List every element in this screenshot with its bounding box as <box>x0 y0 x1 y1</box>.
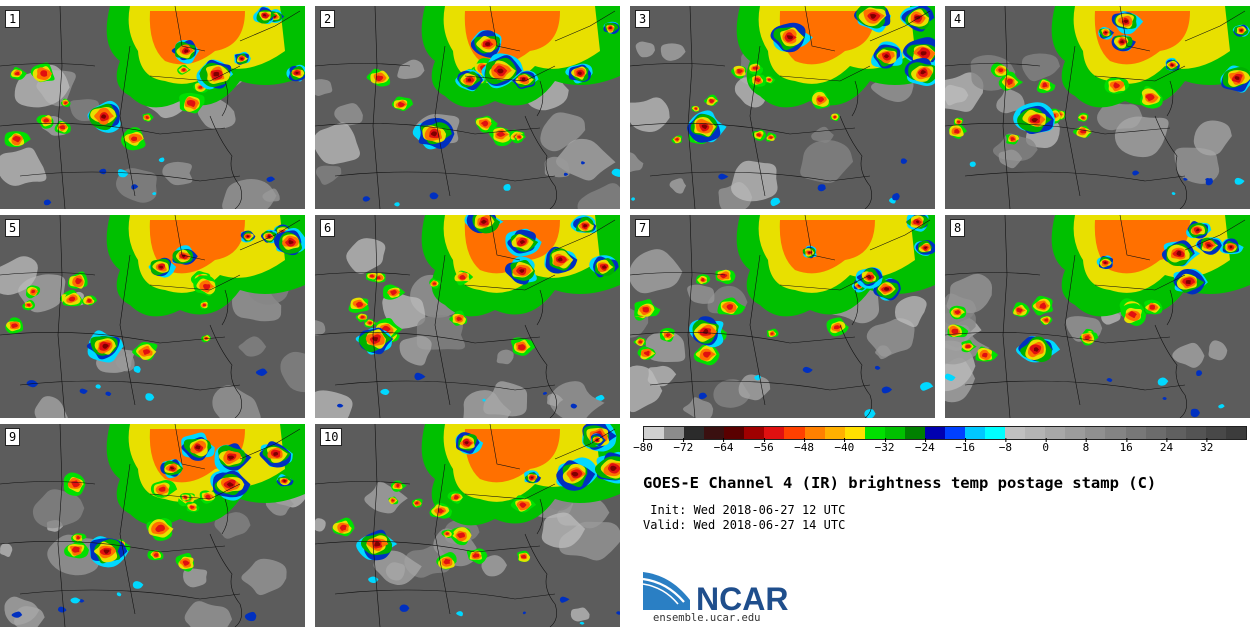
colorbar-swatch <box>804 427 825 439</box>
colorbar-swatch <box>744 427 765 439</box>
init-time: Init: Wed 2018-06-27 12 UTC <box>643 503 846 517</box>
ir-satellite-map <box>945 6 1250 209</box>
ir-satellite-map <box>945 215 1250 418</box>
colorbar-ticks: −80 −72 −64 −56 −48 −40 −32 −24 −16 −8 0 8 16 24 32 <box>633 438 1247 461</box>
colorbar-tick-label: −80 <box>633 438 653 454</box>
map-panel-2: 2 <box>315 6 620 209</box>
colorbar-swatch <box>1125 427 1146 439</box>
colorbar-tick-label: 8 <box>1082 438 1090 454</box>
colorbar-swatch <box>664 427 685 439</box>
colorbar-tick-label: 16 <box>1119 438 1133 454</box>
ir-satellite-map <box>315 424 620 627</box>
colorbar-swatch <box>1205 427 1226 439</box>
colorbar-swatch <box>884 427 905 439</box>
colorbar-swatch <box>644 427 665 439</box>
colorbar-swatch <box>1085 427 1106 439</box>
map-panel-3: 3 <box>630 6 935 209</box>
colorbar-tick-label: −64 <box>713 438 734 454</box>
panel-number-label: 9 <box>5 428 21 446</box>
colorbar-tick-label: 0 <box>1042 438 1049 454</box>
panel-number-label: 5 <box>5 219 21 237</box>
map-panel-1: 1 <box>0 6 305 209</box>
map-panel-6: 6 <box>315 215 620 418</box>
colorbar-swatch <box>1105 427 1126 439</box>
ncar-logo-text: NCAR <box>696 581 788 612</box>
ir-satellite-map <box>0 215 305 418</box>
panel-number-label: 1 <box>5 10 21 28</box>
colorbar-tick-label: −8 <box>998 438 1013 454</box>
colorbar-tick-label: −32 <box>874 438 895 454</box>
colorbar-swatch <box>724 427 745 439</box>
ir-satellite-map <box>315 6 620 209</box>
colorbar-swatch <box>864 427 885 439</box>
panel-number-label: 2 <box>320 10 336 28</box>
colorbar-swatch <box>904 427 925 439</box>
colorbar-swatch <box>965 427 986 439</box>
colorbar-swatch <box>1065 427 1086 439</box>
panel-number-label: 10 <box>320 428 343 446</box>
valid-time: Valid: Wed 2018-06-27 14 UTC <box>643 518 846 532</box>
ir-satellite-map <box>630 215 935 418</box>
map-panel-9: 9 <box>0 424 305 627</box>
panel-number-label: 4 <box>950 10 966 28</box>
ir-satellite-map <box>0 6 305 209</box>
colorbar-tick-label: 32 <box>1200 438 1214 454</box>
colorbar-tick-label: −16 <box>955 438 976 454</box>
colorbar-swatch <box>824 427 845 439</box>
colorbar-swatch <box>985 427 1006 439</box>
colorbar-tick-label: −48 <box>794 438 814 454</box>
colorbar-swatch <box>704 427 725 439</box>
colorbar-swatch <box>944 427 965 439</box>
colorbar-swatch <box>1025 427 1046 439</box>
colorbar-swatch <box>684 427 705 439</box>
colorbar-tick-label: −72 <box>673 438 694 454</box>
colorbar-tick-label: −56 <box>753 438 774 454</box>
colorbar-tick-label: −24 <box>914 438 935 454</box>
colorbar-swatch <box>1045 427 1066 439</box>
colorbar-tick-label: 24 <box>1159 438 1174 454</box>
colorbar-swatch <box>1225 427 1246 439</box>
map-panel-7: 7 <box>630 215 935 418</box>
colorbar-swatch <box>1005 427 1026 439</box>
ir-satellite-map <box>315 215 620 418</box>
ncar-logo: NCAR <box>642 570 792 617</box>
colorbar-swatch <box>1145 427 1166 439</box>
panel-number-label: 7 <box>635 219 651 237</box>
panel-number-label: 8 <box>950 219 966 237</box>
product-title: GOES-E Channel 4 (IR) brightness temp po… <box>643 474 1157 492</box>
map-panel-10: 10 <box>315 424 620 627</box>
colorbar-swatch <box>1185 427 1206 439</box>
colorbar-swatch <box>764 427 785 439</box>
logo-url: ensemble.ucar.edu <box>653 612 761 624</box>
ir-satellite-map <box>630 6 935 209</box>
colorbar-swatch <box>784 427 805 439</box>
panel-number-label: 3 <box>635 10 651 28</box>
panel-number-label: 6 <box>320 219 336 237</box>
map-panel-5: 5 <box>0 215 305 418</box>
colorbar-swatch <box>924 427 945 439</box>
map-panel-8: 8 <box>945 215 1250 418</box>
ir-satellite-map <box>0 424 305 627</box>
colorbar-swatch <box>844 427 865 439</box>
colorbar-swatch <box>1165 427 1186 439</box>
colorbar-tick-label: −40 <box>834 438 855 454</box>
colorbar <box>643 426 1247 440</box>
map-panel-4: 4 <box>945 6 1250 209</box>
